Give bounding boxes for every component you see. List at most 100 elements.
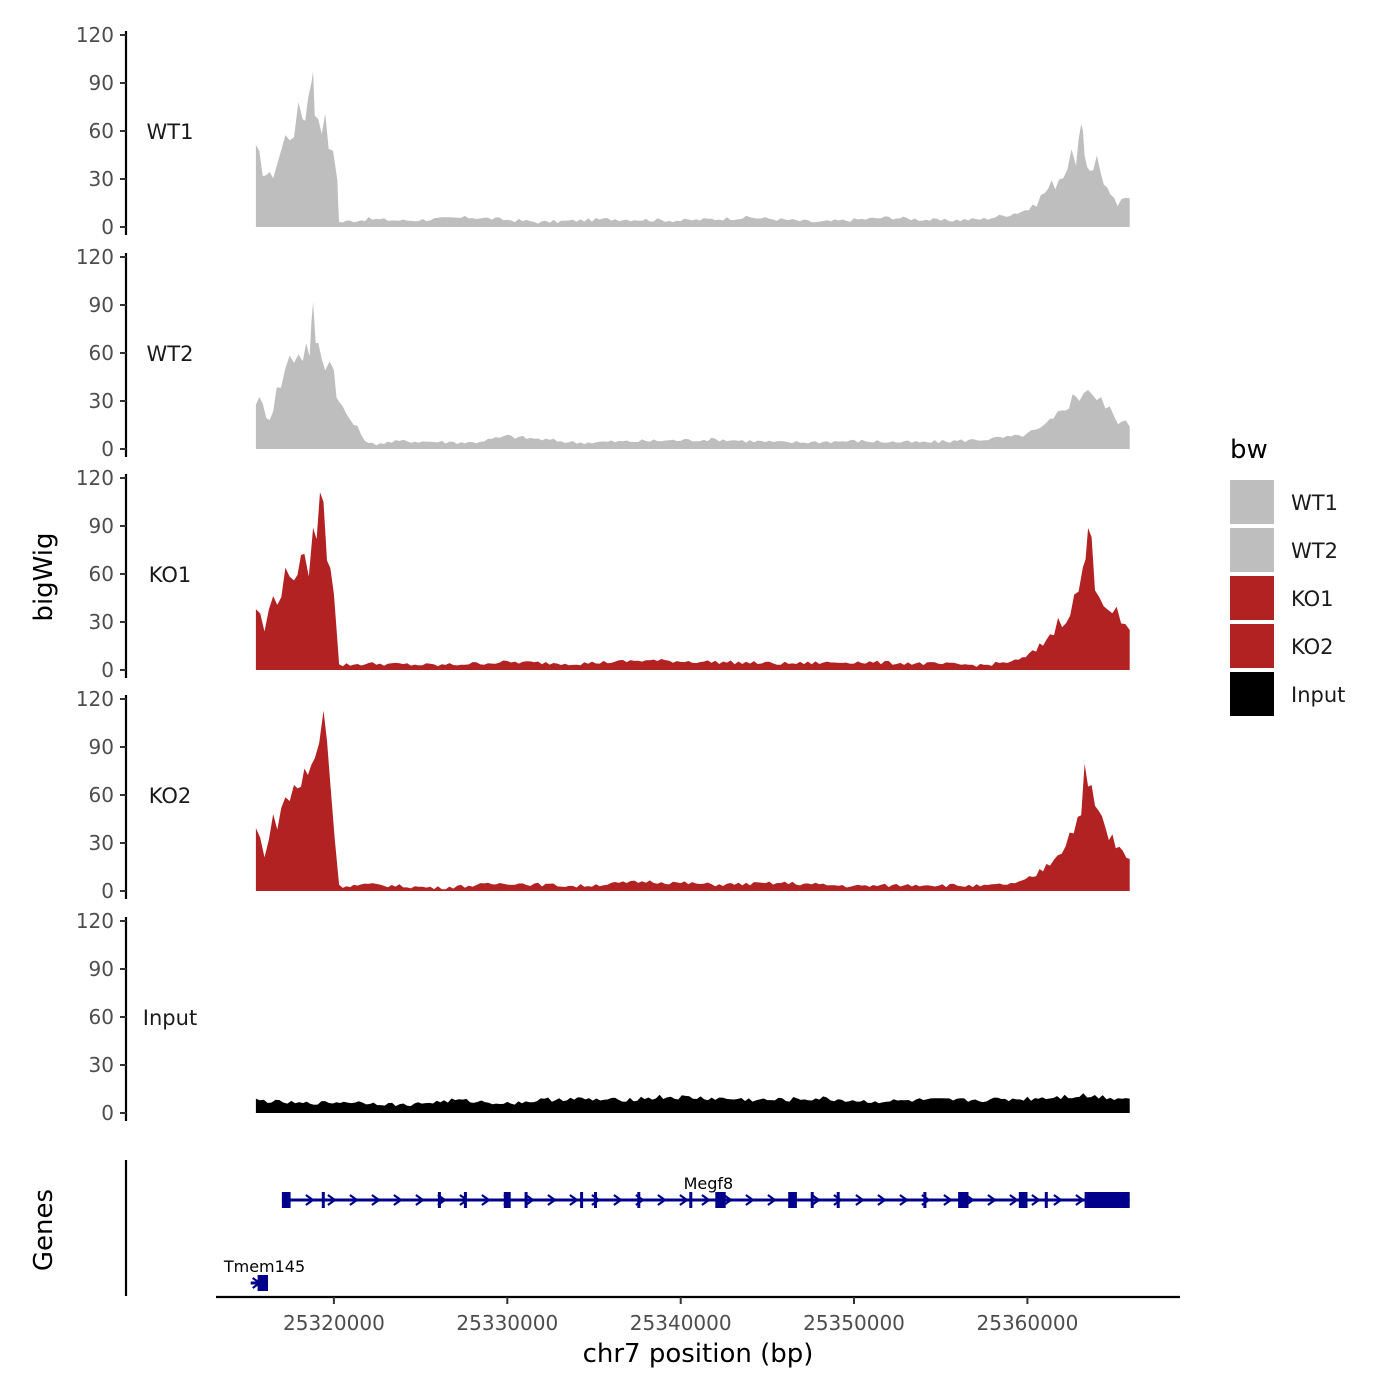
x-tick-label: 25340000 [630, 1311, 732, 1335]
y-tick-label: 90 [89, 71, 114, 95]
exon [321, 1192, 325, 1208]
legend-key-ko2 [1230, 624, 1274, 668]
legend-label-wt1: WT1 [1291, 491, 1338, 515]
exon [281, 1192, 291, 1208]
strand-chevron [481, 1194, 491, 1206]
strand-chevron [569, 1194, 579, 1206]
y-tick-label: 30 [89, 610, 114, 634]
y-tick-label: 0 [101, 437, 114, 461]
area-ko2 [255, 710, 1130, 891]
y-tick-label: 30 [89, 389, 114, 413]
area-input [255, 1093, 1130, 1113]
exon [689, 1192, 693, 1208]
panel-label-wt1: WT1 [147, 120, 194, 144]
strand-chevron [525, 1194, 535, 1206]
exon [836, 1192, 840, 1208]
exon [810, 1192, 814, 1208]
tracks: WT1 WT2 KO1 KO2 Input [143, 71, 1130, 1113]
panel-label-ko2: KO2 [149, 784, 192, 808]
strand-chevron [1053, 1194, 1063, 1206]
y-tick-label: 30 [89, 1053, 114, 1077]
y-tick-label: 60 [89, 783, 114, 807]
exon [257, 1275, 268, 1291]
exon [1084, 1192, 1130, 1208]
strand-chevron [811, 1194, 821, 1206]
exon [463, 1192, 467, 1208]
legend-label-wt2: WT2 [1291, 539, 1338, 563]
y-tick-label: 0 [101, 658, 114, 682]
gene-label: Tmem145 [223, 1257, 305, 1276]
exon [594, 1192, 597, 1208]
axes: 0 30 60 90 120 0 30 60 90 120 0 30 60 90 120 0 30 60 90 120… [76, 23, 1180, 1335]
y-tick-label: 90 [89, 957, 114, 981]
x-tick-label: 25360000 [977, 1311, 1079, 1335]
strand-chevron [327, 1194, 337, 1206]
exon [958, 1192, 969, 1208]
y-tick-label: 60 [89, 1005, 114, 1029]
strand-chevron [855, 1194, 865, 1206]
panel-label-input: Input [143, 1006, 197, 1030]
legend-key-wt1 [1230, 480, 1274, 524]
y-tick-label: 90 [89, 735, 114, 759]
strand-chevron [547, 1194, 557, 1206]
legend: bw WT1 WT2 KO1 KO2 Input [1230, 435, 1345, 716]
legend-label-ko2: KO2 [1291, 635, 1334, 659]
legend-key-ko1 [1230, 576, 1274, 620]
strand-chevron [679, 1194, 689, 1206]
y-tick-label: 0 [101, 879, 114, 903]
x-axis-title: chr7 position (bp) [583, 1339, 814, 1369]
exon [503, 1192, 511, 1208]
strand-chevron [657, 1194, 667, 1206]
exon [1044, 1192, 1048, 1208]
strand-chevron [987, 1194, 997, 1206]
strand-chevron [613, 1194, 623, 1206]
y-tick-label: 60 [89, 119, 114, 143]
strand-chevron [1075, 1194, 1085, 1206]
exon [1018, 1192, 1028, 1208]
gene-tmem145: Tmem145 [223, 1257, 305, 1291]
area-wt1 [255, 71, 1130, 228]
y-tick-label: 120 [76, 909, 114, 933]
strand-chevron [877, 1194, 887, 1206]
exon [580, 1192, 584, 1208]
strand-chevron [833, 1194, 843, 1206]
strand-chevron [767, 1194, 777, 1206]
strand-chevron [1031, 1194, 1041, 1206]
strand-chevron [943, 1194, 953, 1206]
y-tick-label: 120 [76, 245, 114, 269]
y-axis-title: bigWig [29, 532, 59, 621]
gene-label: Megf8 [684, 1174, 734, 1193]
exon [637, 1192, 641, 1208]
panel-label-ko1: KO1 [149, 563, 192, 587]
strand-chevron [745, 1194, 755, 1206]
y-tick-label: 60 [89, 341, 114, 365]
y-tick-label: 120 [76, 687, 114, 711]
y-tick-label: 0 [101, 215, 114, 239]
strand-chevron [723, 1194, 733, 1206]
strand-chevron [701, 1194, 711, 1206]
panel-label-wt2: WT2 [147, 342, 194, 366]
legend-key-wt2 [1230, 528, 1274, 572]
exon [923, 1192, 927, 1208]
legend-label-input: Input [1291, 683, 1345, 707]
strand-chevron [899, 1194, 909, 1206]
y-tick-label: 60 [89, 562, 114, 586]
y-tick-label: 90 [89, 514, 114, 538]
legend-title: bw [1230, 435, 1268, 465]
legend-key-input [1230, 672, 1274, 716]
strand-chevron [1009, 1194, 1019, 1206]
strand-chevron [305, 1194, 315, 1206]
y-tick-label: 30 [89, 167, 114, 191]
y-tick-label: 30 [89, 831, 114, 855]
y-tick-label: 120 [76, 23, 114, 47]
x-tick-label: 25320000 [283, 1311, 385, 1335]
strand-chevron [415, 1194, 425, 1206]
gene-track: Megf8 Tmem145 [223, 1174, 1130, 1291]
area-ko1 [255, 492, 1130, 670]
y-tick-label: 0 [101, 1101, 114, 1125]
y-tick-label: 90 [89, 293, 114, 317]
exon [524, 1192, 528, 1208]
strand-chevron [349, 1194, 359, 1206]
exon [715, 1192, 726, 1208]
